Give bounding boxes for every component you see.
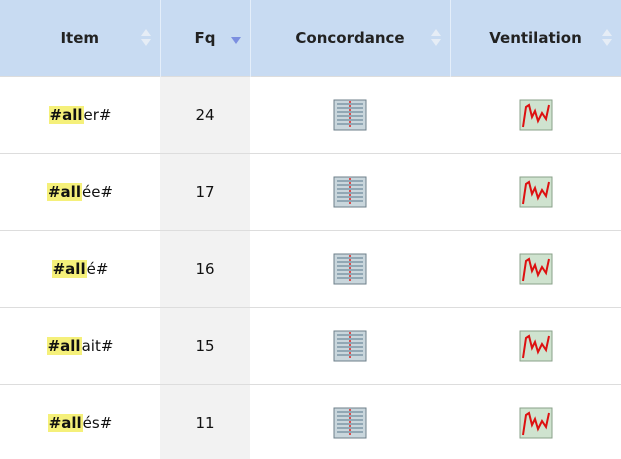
- concordance-cell: [250, 153, 450, 231]
- item-cell: #allée#: [0, 153, 160, 231]
- concordance-cell: [250, 230, 450, 308]
- sort-arrow[interactable]: [230, 28, 242, 46]
- item-highlight: #all: [48, 106, 84, 124]
- item-rest: é#: [86, 260, 109, 278]
- table-row: #allait# 15: [0, 307, 621, 385]
- header-label: Fq: [194, 29, 216, 47]
- fq-cell: 17: [160, 153, 250, 231]
- sort-arrows[interactable]: [430, 28, 442, 48]
- header-label: Ventilation: [489, 29, 582, 47]
- fq-value: 24: [195, 106, 215, 124]
- table-row: #allés# 11: [0, 384, 621, 459]
- ventilation-icon[interactable]: [519, 330, 553, 362]
- concordance-cell: [250, 384, 450, 459]
- item-highlight: #all: [46, 337, 82, 355]
- fq-value: 17: [195, 183, 215, 201]
- item-cell: #aller#: [0, 76, 160, 154]
- concordance-icon[interactable]: [333, 99, 367, 131]
- fq-cell: 11: [160, 384, 250, 459]
- item-cell: #allait#: [0, 307, 160, 385]
- header-row: Item Fq Concordance Ventilation: [0, 0, 621, 77]
- ventilation-icon[interactable]: [519, 407, 553, 439]
- item-cell: #allé#: [0, 230, 160, 308]
- ventilation-cell: [450, 153, 621, 231]
- ventilation-cell: [450, 230, 621, 308]
- fq-value: 11: [195, 414, 215, 432]
- item-rest: és#: [82, 414, 113, 432]
- column-header[interactable]: Concordance: [250, 0, 451, 77]
- concordance-icon[interactable]: [333, 176, 367, 208]
- concordance-icon[interactable]: [333, 407, 367, 439]
- item-rest: ée#: [81, 183, 113, 201]
- header-label: Concordance: [295, 29, 405, 47]
- table-row: #allé# 16: [0, 230, 621, 308]
- item-highlight: #all: [46, 183, 82, 201]
- table-row: #allée# 17: [0, 153, 621, 231]
- ventilation-cell: [450, 307, 621, 385]
- column-header[interactable]: Fq: [160, 0, 251, 77]
- item-rest: er#: [83, 106, 112, 124]
- item-cell: #allés#: [0, 384, 160, 459]
- sort-arrows[interactable]: [601, 28, 613, 48]
- fq-value: 16: [195, 260, 215, 278]
- concordance-cell: [250, 307, 450, 385]
- table-body: #aller# 24 #allée# 17 #allé# 16 #allait# 15 #all…: [0, 76, 621, 459]
- item-highlight: #all: [51, 260, 87, 278]
- ventilation-cell: [450, 76, 621, 154]
- header-label: Item: [60, 29, 100, 47]
- column-header[interactable]: Ventilation: [450, 0, 621, 77]
- ventilation-icon[interactable]: [519, 99, 553, 131]
- item-rest: ait#: [81, 337, 114, 355]
- concordance-icon[interactable]: [333, 330, 367, 362]
- concordance-cell: [250, 76, 450, 154]
- ventilation-cell: [450, 384, 621, 459]
- ventilation-icon[interactable]: [519, 253, 553, 285]
- fq-cell: 15: [160, 307, 250, 385]
- fq-cell: 24: [160, 76, 250, 154]
- sort-arrows[interactable]: [140, 28, 152, 48]
- table-row: #aller# 24: [0, 76, 621, 154]
- item-highlight: #all: [47, 414, 83, 432]
- concordance-icon[interactable]: [333, 253, 367, 285]
- fq-value: 15: [195, 337, 215, 355]
- column-header[interactable]: Item: [0, 0, 161, 77]
- ventilation-icon[interactable]: [519, 176, 553, 208]
- fq-cell: 16: [160, 230, 250, 308]
